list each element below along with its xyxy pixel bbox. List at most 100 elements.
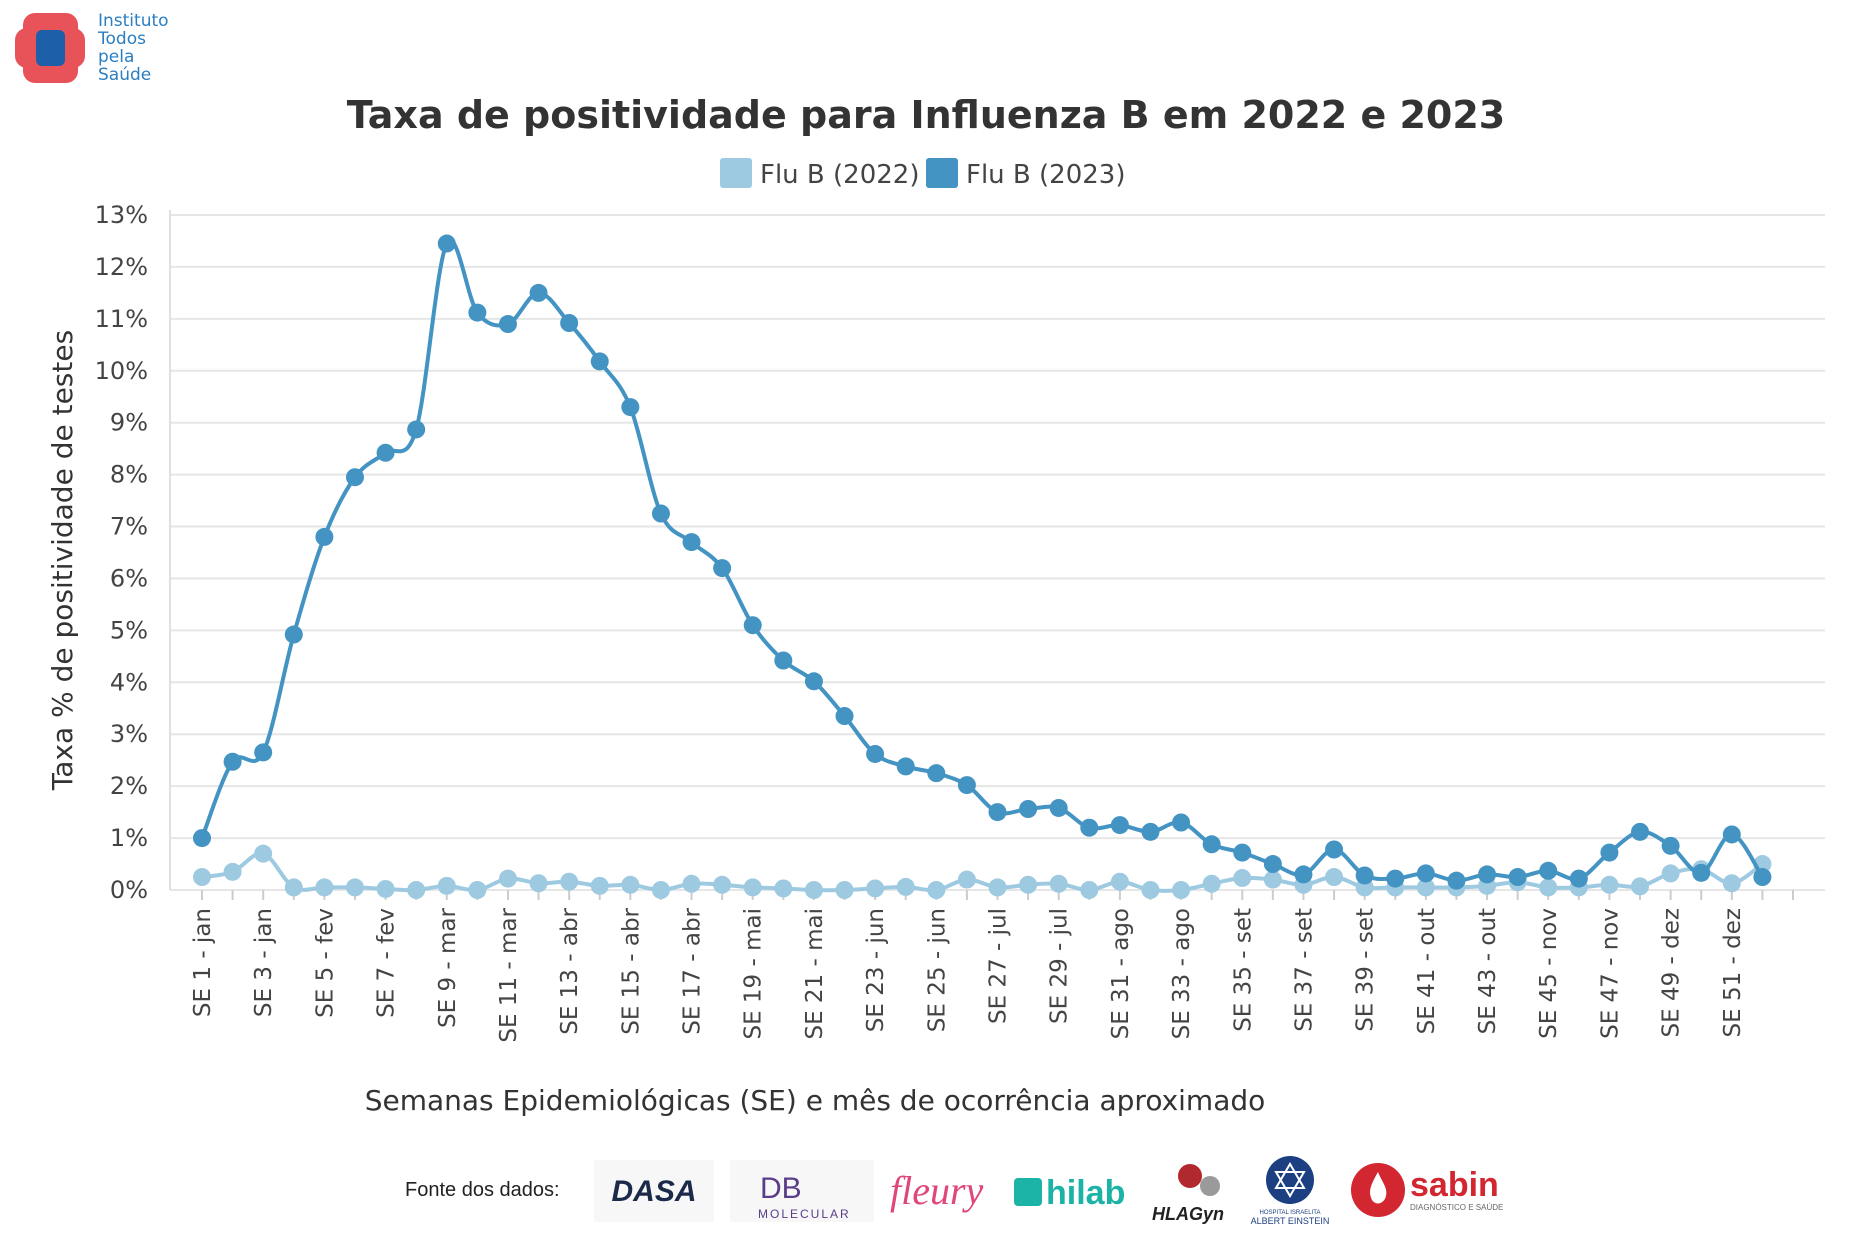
data-point-flu-b-2023 xyxy=(1661,836,1680,855)
series-layer xyxy=(193,234,1772,899)
data-point-flu-b-2023 xyxy=(1355,866,1374,885)
legend-label-flu-b-2023: Flu B (2023) xyxy=(966,160,1125,190)
sabin-logo-text: sabin xyxy=(1410,1166,1499,1204)
einstein-logo: HOSPITAL ISRAELITA ALBERT EINSTEIN xyxy=(1251,1156,1330,1226)
data-point-flu-b-2023 xyxy=(1569,869,1588,888)
data-point-flu-b-2023 xyxy=(498,315,517,334)
data-point-flu-b-2023 xyxy=(1172,813,1191,832)
data-point-flu-b-2022 xyxy=(621,875,640,894)
x-axis-title: Semanas Epidemiológicas (SE) e mês de oc… xyxy=(365,1084,1266,1117)
legend-label-flu-b-2022: Flu B (2022) xyxy=(760,160,919,190)
x-tick-label: SE 41 - out xyxy=(1414,908,1440,1034)
y-tick-label: 10% xyxy=(95,357,148,385)
data-point-flu-b-2022 xyxy=(315,878,334,897)
data-point-flu-b-2022 xyxy=(529,874,548,893)
data-point-flu-b-2023 xyxy=(1141,822,1160,841)
data-point-flu-b-2023 xyxy=(590,352,609,371)
hilab-logo-mark xyxy=(1014,1178,1042,1206)
x-tick-label: SE 13 - abr xyxy=(557,907,583,1034)
star-of-david-icon xyxy=(1274,1162,1306,1198)
data-point-flu-b-2023 xyxy=(743,616,762,635)
x-tick-label: SE 23 - jun xyxy=(863,908,889,1032)
x-tick-label: SE 47 - nov xyxy=(1597,908,1623,1039)
db-molecular-logo-bg xyxy=(730,1160,874,1222)
data-point-flu-b-2022 xyxy=(774,879,793,898)
x-tick-label: SE 19 - mai xyxy=(741,908,767,1040)
x-tick-label: SE 51 - dez xyxy=(1720,908,1746,1037)
data-point-flu-b-2023 xyxy=(804,672,823,691)
x-tick-label: SE 7 - fev xyxy=(374,908,400,1018)
data-point-flu-b-2023 xyxy=(835,707,854,726)
sabin-logo-subtext: DIAGNÓSTICO E SAÚDE xyxy=(1410,1203,1503,1212)
data-point-flu-b-2022 xyxy=(1661,864,1680,883)
data-point-flu-b-2022 xyxy=(437,876,456,895)
x-tick-label: SE 39 - set xyxy=(1353,908,1379,1032)
hlagyn-logo-mark-2 xyxy=(1200,1176,1220,1196)
db-molecular-logo-text: DB xyxy=(760,1172,802,1205)
data-point-flu-b-2023 xyxy=(1753,868,1772,887)
data-point-flu-b-2023 xyxy=(437,234,456,253)
data-point-flu-b-2022 xyxy=(193,868,211,887)
x-tick-label: SE 9 - mar xyxy=(435,907,461,1027)
data-point-flu-b-2022 xyxy=(1600,875,1619,894)
x-tick-label: SE 31 - ago xyxy=(1108,908,1134,1039)
legend-swatch-flu-b-2023 xyxy=(926,158,958,188)
data-point-flu-b-2023 xyxy=(651,504,670,523)
y-tick-label: 13% xyxy=(95,201,148,229)
x-tick-label: SE 35 - set xyxy=(1230,908,1256,1032)
data-point-flu-b-2022 xyxy=(1263,870,1282,889)
data-point-flu-b-2022 xyxy=(468,881,487,899)
data-point-flu-b-2023 xyxy=(1722,825,1741,844)
data-point-flu-b-2022 xyxy=(1080,881,1099,899)
data-point-flu-b-2022 xyxy=(498,869,517,888)
data-point-flu-b-2022 xyxy=(713,875,732,894)
data-point-flu-b-2023 xyxy=(988,803,1007,822)
dasa-logo-text: DASA xyxy=(611,1175,696,1208)
einstein-logo-text: ALBERT EINSTEIN xyxy=(1251,1216,1330,1226)
series-line-flu-b-2023 xyxy=(200,238,1765,883)
x-tick-label: SE 25 - jun xyxy=(924,908,950,1032)
data-point-flu-b-2022 xyxy=(407,881,426,899)
series-flu-b-2023 xyxy=(193,234,1772,890)
data-point-flu-b-2022 xyxy=(376,879,395,898)
source-label: Fonte dos dados: xyxy=(405,1179,560,1201)
data-point-flu-b-2023 xyxy=(866,744,885,763)
hilab-logo-text: hilab xyxy=(1046,1174,1125,1212)
data-point-flu-b-2022 xyxy=(1202,874,1221,893)
x-tick-label: SE 21 - mai xyxy=(802,908,828,1040)
x-tick-label: SE 17 - abr xyxy=(680,907,706,1034)
chart-title: Taxa de positividade para Influenza B em… xyxy=(347,93,1505,137)
hlagyn-logo-mark xyxy=(1178,1164,1202,1188)
x-tick-label: SE 29 - jul xyxy=(1047,908,1073,1024)
data-point-flu-b-2023 xyxy=(1325,840,1344,859)
data-point-flu-b-2022 xyxy=(1631,877,1650,896)
data-point-flu-b-2023 xyxy=(682,533,701,552)
data-point-flu-b-2023 xyxy=(1080,818,1099,837)
x-tick-label: SE 3 - jan xyxy=(251,908,277,1017)
hlagyn-logo: HLAGyn xyxy=(1152,1164,1224,1224)
data-point-flu-b-2023 xyxy=(1447,871,1466,890)
drop-icon xyxy=(1370,1172,1387,1204)
data-point-flu-b-2022 xyxy=(866,879,885,898)
data-point-flu-b-2022 xyxy=(1172,881,1191,899)
data-point-flu-b-2022 xyxy=(804,881,823,899)
data-point-flu-b-2022 xyxy=(927,881,946,899)
data-point-flu-b-2022 xyxy=(254,844,273,863)
db-molecular-logo-subtext: MOLECULAR xyxy=(758,1207,851,1221)
data-point-flu-b-2023 xyxy=(1110,816,1129,835)
data-point-flu-b-2022 xyxy=(743,878,762,897)
data-point-flu-b-2023 xyxy=(223,752,242,771)
hilab-logo: hilab xyxy=(1014,1174,1125,1212)
data-point-flu-b-2022 xyxy=(1141,881,1160,899)
x-tick-label: SE 45 - nov xyxy=(1536,908,1562,1039)
data-point-flu-b-2023 xyxy=(1539,861,1558,880)
data-point-flu-b-2023 xyxy=(560,314,579,332)
data-point-flu-b-2023 xyxy=(1478,865,1497,884)
data-point-flu-b-2023 xyxy=(529,283,548,302)
data-point-flu-b-2022 xyxy=(957,870,976,889)
x-tick-label: SE 37 - set xyxy=(1291,908,1317,1032)
data-point-flu-b-2023 xyxy=(254,743,273,762)
brand-cross-center xyxy=(36,30,65,66)
data-point-flu-b-2022 xyxy=(345,878,364,897)
data-point-flu-b-2022 xyxy=(284,878,303,897)
